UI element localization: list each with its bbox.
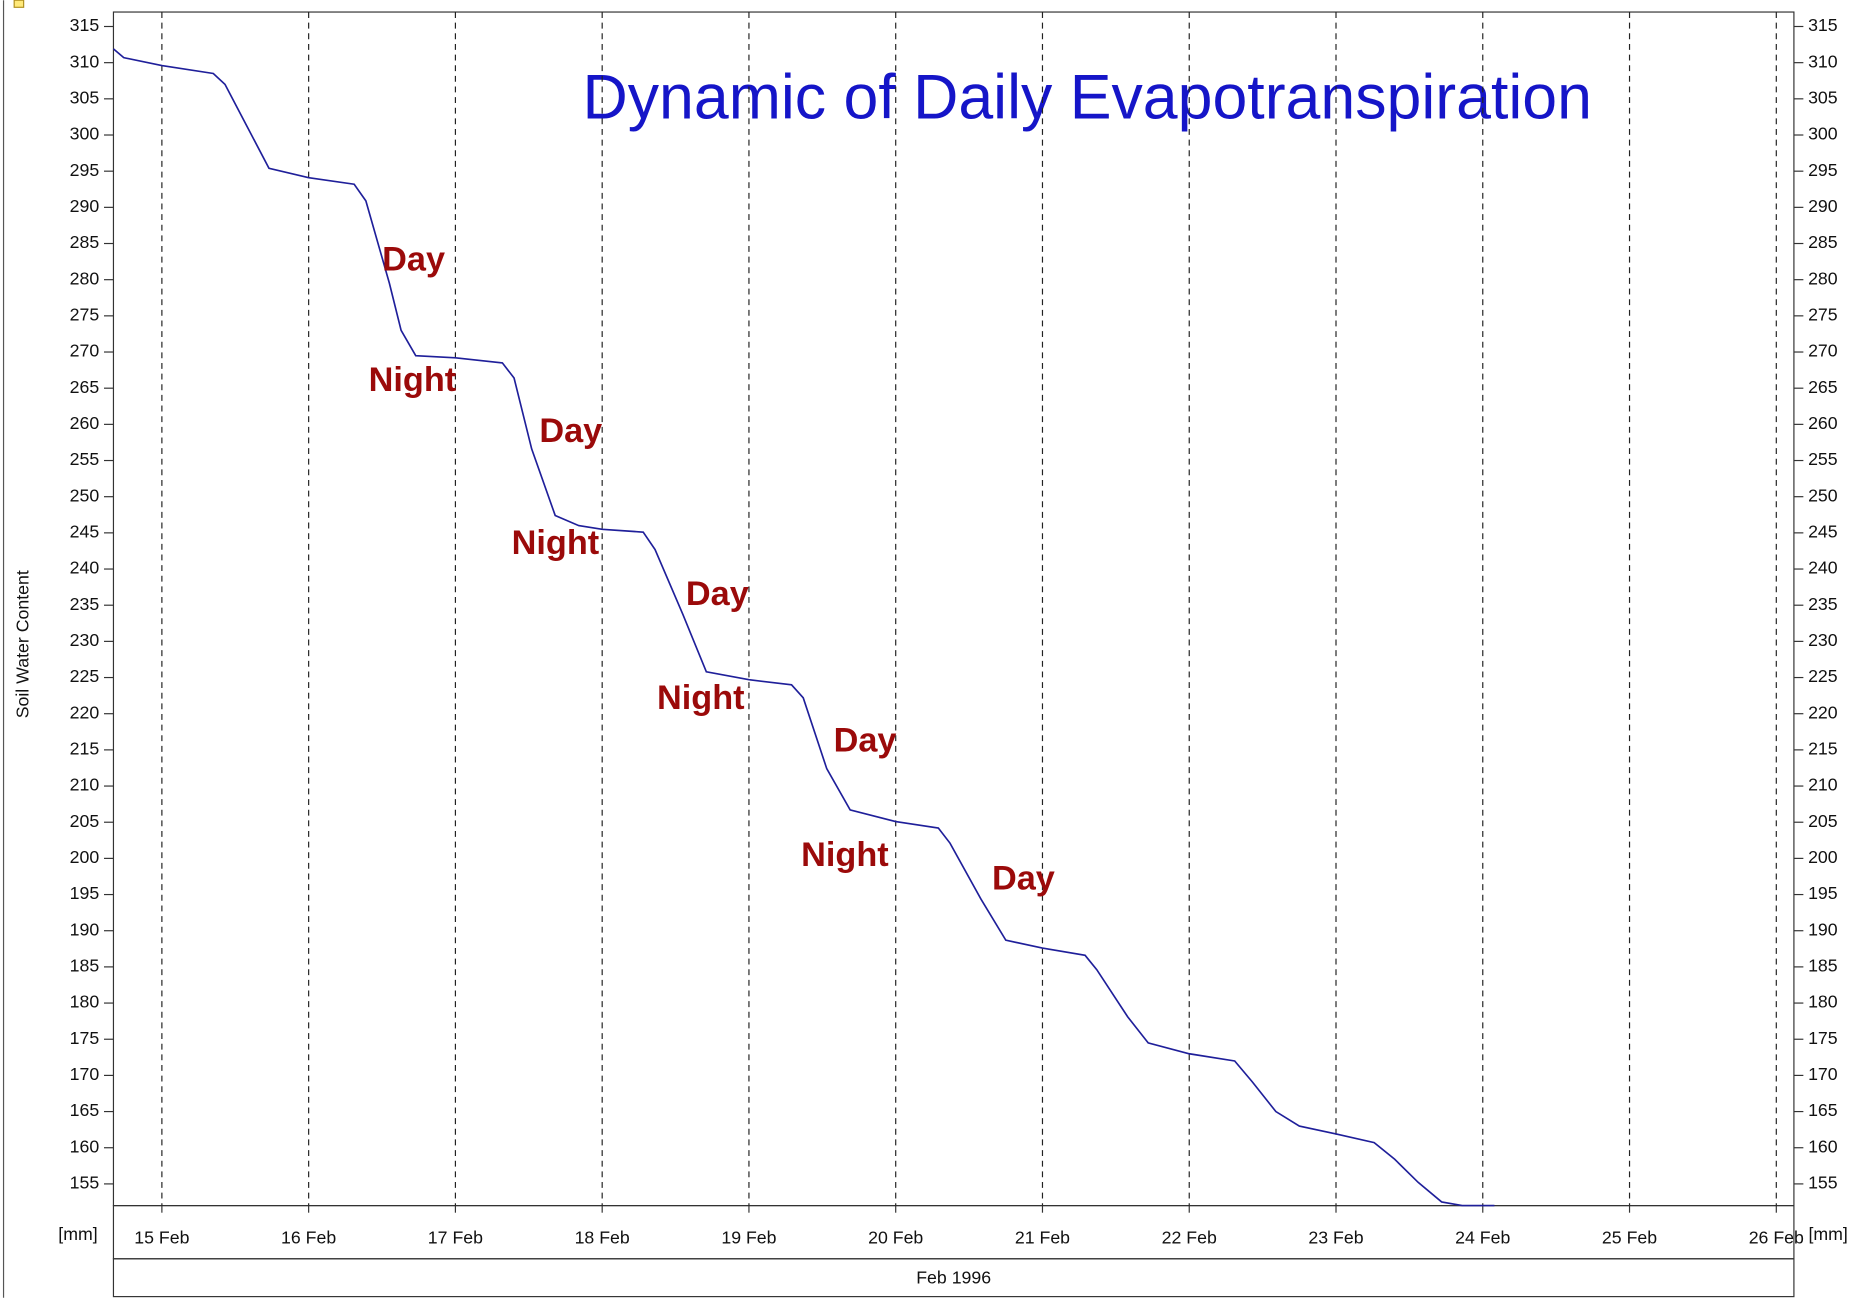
icon [13, 0, 25, 8]
x-tick-label: 20 Feb [868, 1227, 923, 1247]
annotation: Night [801, 836, 889, 874]
y-tick-label: 300 [70, 124, 100, 144]
y-tick-label-right: 250 [1808, 485, 1838, 505]
y-tick-label: 265 [70, 377, 100, 397]
y-tick-label: 235 [70, 594, 100, 614]
data-line [112, 48, 1495, 1207]
x-tick-label: 26 Feb [1749, 1227, 1804, 1247]
y-tick-label-right: 290 [1808, 196, 1838, 216]
x-label-box [112, 1258, 1795, 1298]
y-tick-label-right: 305 [1808, 88, 1838, 108]
y-tick-label: 285 [70, 232, 100, 252]
y-tick-label: 200 [70, 847, 100, 867]
y-tick-label: 175 [70, 1028, 100, 1048]
y-tick-label: 295 [70, 160, 100, 180]
y-tick-label: 275 [70, 305, 100, 325]
y-tick-label-right: 155 [1808, 1173, 1838, 1193]
y-tick-label: 170 [70, 1064, 100, 1084]
y-tick-label: 305 [70, 88, 100, 108]
y-tick-label-right: 165 [1808, 1100, 1838, 1120]
annotation: Day [992, 860, 1055, 898]
y-tick-label: 220 [70, 702, 100, 722]
y-tick-label: 310 [70, 51, 100, 71]
y-tick-label-right: 200 [1808, 847, 1838, 867]
x-tick-label: 18 Feb [575, 1227, 630, 1247]
x-tick-label: 25 Feb [1602, 1227, 1657, 1247]
y-tick-label-right: 255 [1808, 449, 1838, 469]
y-tick-label-right: 265 [1808, 377, 1838, 397]
y-tick-label: 290 [70, 196, 100, 216]
y-axis-label: Soil Water Content [12, 570, 32, 718]
y-tick-label-right: 235 [1808, 594, 1838, 614]
y-tick-label-right: 240 [1808, 558, 1838, 578]
annotation: Night [369, 361, 457, 399]
y-tick-label-right: 295 [1808, 160, 1838, 180]
y-tick-label: 190 [70, 919, 100, 939]
y-tick-label-right: 280 [1808, 268, 1838, 288]
annotation: Day [834, 721, 897, 759]
y-tick-label-right: 160 [1808, 1136, 1838, 1156]
y-unit-left: [mm] [58, 1224, 97, 1244]
y-tick-label-right: 190 [1808, 919, 1838, 939]
y-tick-label-right: 215 [1808, 739, 1838, 759]
y-tick-label: 185 [70, 956, 100, 976]
y-unit-right: [mm] [1808, 1224, 1847, 1244]
y-tick-label: 225 [70, 666, 100, 686]
x-tick-label: 19 Feb [721, 1227, 776, 1247]
y-tick-label: 165 [70, 1100, 100, 1120]
y-tick-label: 205 [70, 811, 100, 831]
y-tick-label: 195 [70, 883, 100, 903]
x-tick-label: 22 Feb [1162, 1227, 1217, 1247]
x-tick-label: 21 Feb [1015, 1227, 1070, 1247]
x-axis-label: Feb 1996 [916, 1268, 991, 1288]
y-tick-label: 160 [70, 1136, 100, 1156]
y-tick-label-right: 175 [1808, 1028, 1838, 1048]
y-tick-label-right: 310 [1808, 51, 1838, 71]
x-tick-label: 17 Feb [428, 1227, 483, 1247]
chart-title: Dynamic of Daily Evapotranspiration [583, 62, 1592, 132]
annotation: Night [512, 524, 600, 562]
y-tick-label: 240 [70, 558, 100, 578]
y-tick-label: 280 [70, 268, 100, 288]
y-tick-label-right: 260 [1808, 413, 1838, 433]
y-tick-label: 210 [70, 775, 100, 795]
y-tick-label-right: 195 [1808, 883, 1838, 903]
y-tick-label-right: 275 [1808, 305, 1838, 325]
y-tick-label-right: 170 [1808, 1064, 1838, 1084]
y-tick-label-right: 220 [1808, 702, 1838, 722]
annotation: Day [382, 240, 445, 278]
y-tick-label-right: 210 [1808, 775, 1838, 795]
y-tick-label-right: 230 [1808, 630, 1838, 650]
y-tick-label-right: 225 [1808, 666, 1838, 686]
y-tick-label: 255 [70, 449, 100, 469]
annotation: Night [657, 679, 745, 717]
y-tick-label-right: 185 [1808, 956, 1838, 976]
y-tick-label: 230 [70, 630, 100, 650]
y-tick-label-right: 205 [1808, 811, 1838, 831]
y-tick-label-right: 180 [1808, 992, 1838, 1012]
y-tick-label: 250 [70, 485, 100, 505]
y-tick-label: 155 [70, 1173, 100, 1193]
y-tick-label: 245 [70, 522, 100, 542]
y-tick-label-right: 245 [1808, 522, 1838, 542]
annotation: Day [686, 575, 749, 613]
annotation: Day [539, 412, 602, 450]
x-tick-label: 24 Feb [1455, 1227, 1510, 1247]
y-tick-label: 315 [70, 15, 100, 35]
y-tick-label: 180 [70, 992, 100, 1012]
y-tick-label: 215 [70, 739, 100, 759]
y-tick-label: 270 [70, 341, 100, 361]
y-tick-label-right: 285 [1808, 232, 1838, 252]
y-tick-label-right: 300 [1808, 124, 1838, 144]
y-tick-label-right: 270 [1808, 341, 1838, 361]
x-tick-label: 23 Feb [1308, 1227, 1363, 1247]
x-tick-label: 15 Feb [134, 1227, 189, 1247]
y-tick-label-right: 315 [1808, 15, 1838, 35]
x-tick-label: 16 Feb [281, 1227, 336, 1247]
y-tick-label: 260 [70, 413, 100, 433]
